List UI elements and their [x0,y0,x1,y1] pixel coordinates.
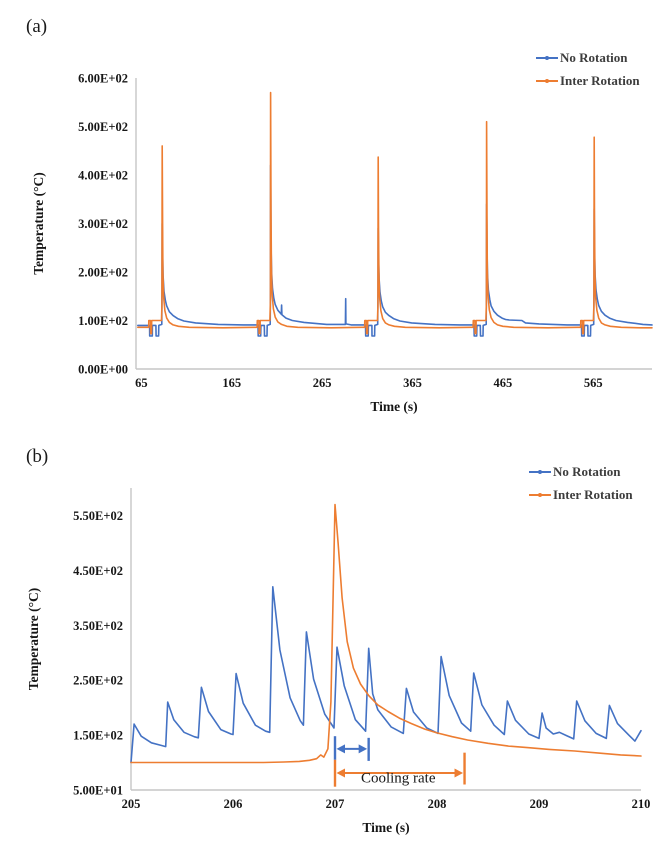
x-tick-label: 65 [135,376,148,390]
y-tick-label: 4.50E+02 [73,564,123,578]
series-no-rotation [130,586,642,764]
cooling-span-label: Cooling rate [361,770,436,786]
legend-label: No Rotation [553,464,621,479]
cooling-span-arrowhead-left [336,768,345,778]
legend-item-no-rotation: No Rotation [536,50,640,66]
cooling-span-arrowhead-right [454,768,464,778]
series-inter-rotation [130,503,642,764]
y-tick-label: 5.00E+01 [73,784,123,798]
chart-a-plot: 0.00E+00 1.00E+02 2.00E+02 3.00E+02 4.00E+02… [31,72,653,414]
legend-item-no-rotation: No Rotation [529,464,633,480]
y-tick-label: 3.50E+02 [73,619,123,633]
legend-a: No Rotation Inter Rotation [536,50,640,89]
x-tick-label: 209 [530,797,549,811]
y-tick-label: 2.50E+02 [73,674,123,688]
x-tick-label: 265 [313,376,332,390]
y-tick-label: 3.00E+02 [78,217,128,231]
x-axis-title: Time (s) [370,399,417,414]
chart-b-plot: 5.00E+01 1.50E+02 2.50E+02 3.50E+02 4.50E+02… [26,488,651,835]
y-tick-label: 0.00E+00 [78,363,128,377]
heating-span-arrowhead-right [358,744,368,754]
line-swatch-icon [536,55,558,61]
y-tick-label: 2.00E+02 [78,266,128,280]
legend-item-inter-rotation: Inter Rotation [529,487,633,503]
line-swatch-icon [529,492,551,498]
y-tick-label: 6.00E+02 [78,72,128,86]
panel-b-label: (b) [26,446,49,467]
heating-span-arrowhead-left [336,744,345,754]
x-tick-label: 165 [222,376,241,390]
line-swatch-icon [529,469,551,475]
y-axis-title: Temperature (°C) [26,588,41,691]
panel-a-label: (a) [26,16,48,37]
y-tick-label: 1.00E+02 [78,314,128,328]
x-tick-label: 210 [632,797,651,811]
legend-label: Inter Rotation [560,73,640,88]
y-tick-label: 5.00E+02 [78,120,128,134]
legend-label: No Rotation [560,50,628,65]
series-no-rotation [137,164,653,337]
x-tick-label: 206 [224,797,243,811]
x-tick-label: 207 [326,797,345,811]
y-tick-label: 5.50E+02 [73,509,123,523]
y-axis-title: Temperature (°C) [31,172,46,275]
line-swatch-icon [536,78,558,84]
x-tick-label: 208 [428,797,447,811]
legend-b: No Rotation Inter Rotation [529,464,633,503]
x-axis-title: Time (s) [362,820,409,835]
x-tick-label: 465 [494,376,513,390]
series-inter-rotation [137,91,653,335]
x-tick-label: 205 [122,797,141,811]
x-tick-label: 565 [584,376,603,390]
legend-label: Inter Rotation [553,487,633,502]
x-tick-label: 365 [403,376,422,390]
legend-item-inter-rotation: Inter Rotation [536,73,640,89]
y-tick-label: 4.00E+02 [78,169,128,183]
y-tick-label: 1.50E+02 [73,729,123,743]
